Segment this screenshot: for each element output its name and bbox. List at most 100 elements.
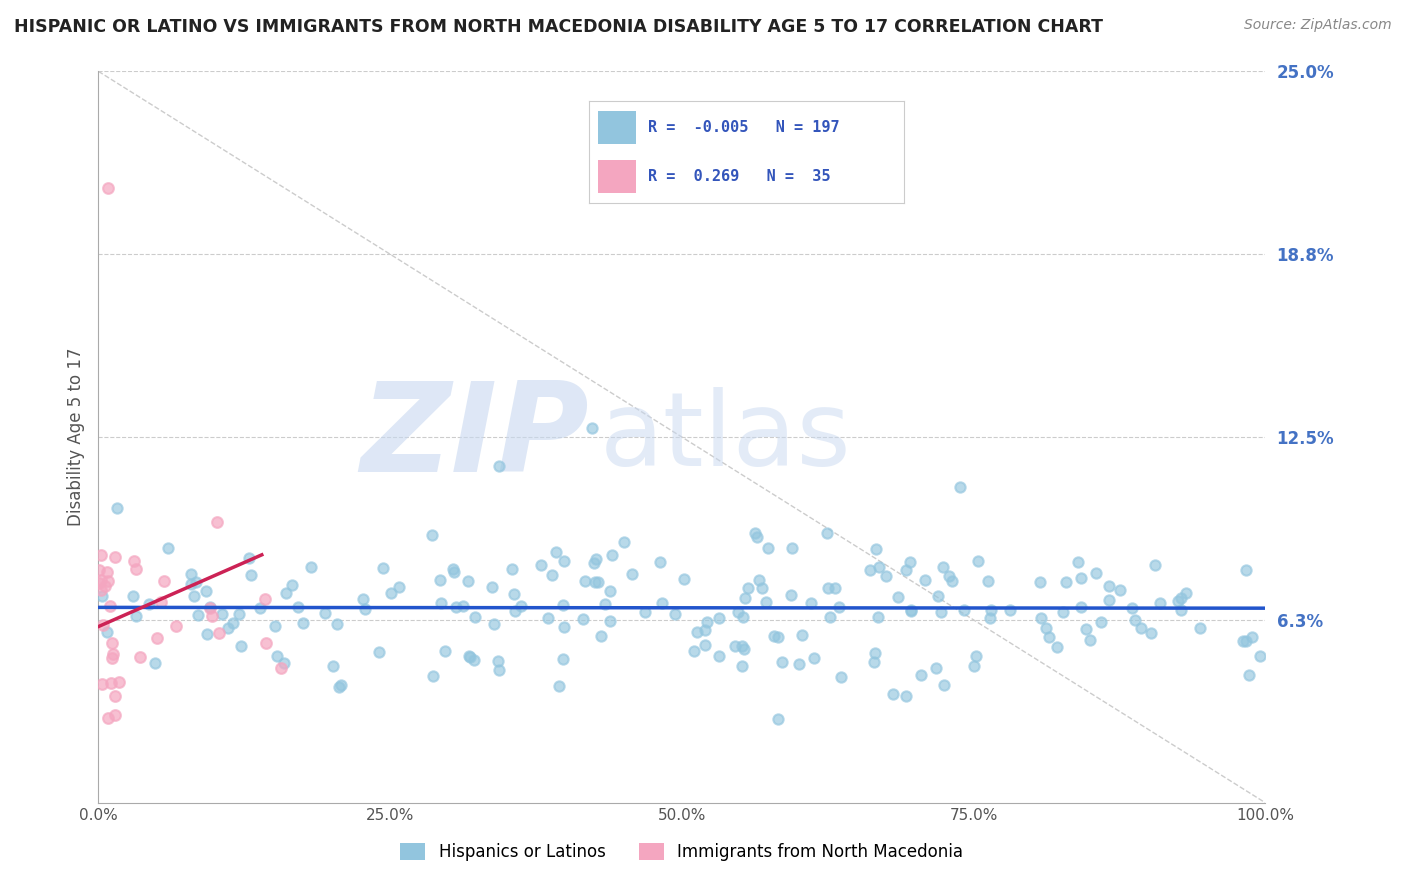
Point [894,689,917,703]
Point [755,595,778,609]
Point [938,569,960,583]
Point [966,554,988,568]
Text: ZIP: ZIP [360,376,589,498]
Point [263,619,285,633]
Point [1170,603,1192,617]
Point [599,584,621,599]
Point [229,639,252,653]
Point [621,567,644,582]
Point [217,620,239,634]
Point [125,609,148,624]
Point [143,656,166,670]
Point [1090,615,1112,629]
Point [1098,579,1121,593]
Point [941,574,963,589]
Point [380,586,402,600]
Point [128,650,150,665]
Point [599,614,621,628]
Point [1249,648,1271,663]
Point [457,649,479,664]
Point [779,588,801,602]
Point [1170,591,1192,606]
Point [696,615,718,629]
Point [1237,668,1260,682]
Point [1067,555,1090,569]
Point [451,599,474,613]
Point [249,600,271,615]
Point [544,545,567,559]
Point [430,596,453,610]
Point [1234,564,1257,578]
Point [530,558,553,573]
Point [96,565,118,579]
Point [457,574,479,588]
Point [94,579,117,593]
Point [87,564,110,578]
Point [353,601,375,615]
Point [254,636,277,650]
Point [97,181,120,195]
Point [433,644,456,658]
Point [501,561,523,575]
Point [551,599,574,613]
Point [693,623,716,637]
Point [898,555,921,569]
Point [1052,605,1074,619]
Point [731,659,754,673]
Point [574,574,596,588]
Point [104,549,127,564]
Point [103,647,125,661]
Point [651,596,673,610]
Point [1189,621,1212,635]
Point [1175,586,1198,600]
Point [100,675,122,690]
Point [1234,633,1257,648]
Point [977,574,1000,589]
Point [800,596,823,610]
Point [444,599,467,614]
Point [1031,611,1053,625]
Point [1167,593,1189,607]
Point [98,599,121,613]
Point [292,615,315,630]
Point [150,595,173,609]
Point [900,604,922,618]
Point [238,550,260,565]
Point [731,610,754,624]
Point [863,655,886,669]
Point [121,589,143,603]
Point [443,565,465,579]
Point [201,609,224,624]
Point [254,591,277,606]
Point [266,648,288,663]
Point [949,480,972,494]
Point [770,655,793,669]
Point [762,629,785,643]
Point [828,600,851,615]
Point [553,554,575,568]
Point [820,610,842,624]
Point [756,541,779,555]
Point [541,568,564,582]
Point [585,551,607,566]
Point [104,708,127,723]
Point [322,658,344,673]
Point [91,618,114,632]
Point [830,670,852,684]
Point [751,582,773,596]
Point [886,590,908,604]
Point [910,668,932,682]
Point [900,603,922,617]
Point [90,573,112,587]
Point [963,659,986,673]
Point [768,712,790,726]
Point [551,651,574,665]
Point [368,645,391,659]
Point [180,577,202,591]
Point [792,628,814,642]
Point [183,589,205,603]
Point [481,580,503,594]
Point [583,574,606,589]
Point [165,619,187,633]
Point [420,528,443,542]
